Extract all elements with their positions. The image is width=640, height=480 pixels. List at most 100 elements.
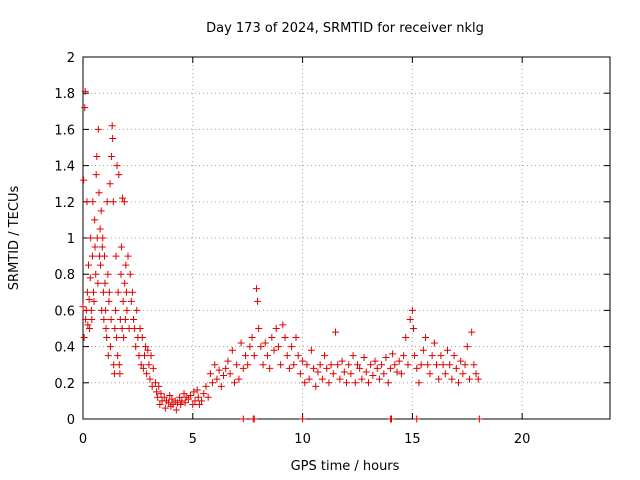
data-point (255, 325, 263, 332)
data-point (334, 361, 342, 369)
data-point (263, 352, 271, 360)
data-point (299, 415, 307, 423)
data-point (103, 198, 111, 206)
data-point (193, 386, 201, 394)
data-point (277, 361, 285, 369)
data-point (127, 297, 135, 305)
data-point (148, 382, 156, 390)
x-axis-label: GPS time / hours (291, 459, 400, 474)
data-point (338, 357, 346, 365)
data-point (111, 306, 119, 314)
data-point (97, 207, 105, 215)
data-point (156, 401, 164, 409)
data-point (380, 370, 388, 378)
data-point (437, 352, 445, 360)
data-point (151, 379, 159, 387)
data-point (86, 325, 94, 332)
data-point (101, 252, 109, 260)
data-point (123, 306, 131, 314)
data-point (143, 370, 151, 378)
data-point (336, 375, 344, 383)
data-point (149, 364, 157, 372)
y-tick-label: 1.2 (54, 196, 75, 211)
data-point (84, 261, 92, 269)
data-point (101, 279, 109, 287)
data-point (113, 162, 121, 170)
data-point (356, 364, 364, 372)
data-point (140, 352, 148, 360)
data-point (474, 375, 482, 383)
data-point (292, 334, 300, 342)
data-point (316, 361, 324, 369)
data-point (136, 325, 144, 332)
data-point (108, 122, 116, 130)
data-point (408, 306, 416, 314)
data-point (172, 406, 180, 414)
data-point (94, 279, 102, 287)
data-point (389, 350, 397, 358)
data-point (433, 361, 441, 369)
data-point (409, 325, 417, 332)
data-point (173, 399, 181, 407)
data-point (386, 364, 394, 372)
data-point (124, 252, 132, 260)
data-point (459, 370, 467, 378)
data-point (166, 391, 174, 399)
data-point (332, 328, 340, 336)
data-point (217, 382, 225, 390)
data-point (90, 288, 98, 296)
data-point (111, 325, 119, 332)
data-point (393, 368, 401, 376)
data-point (257, 343, 265, 351)
data-point (103, 334, 111, 342)
data-point (83, 198, 91, 206)
data-point (82, 315, 90, 323)
data-point (178, 397, 186, 405)
data-point (305, 375, 313, 383)
data-point (472, 370, 480, 378)
data-point (244, 361, 252, 369)
data-point (112, 252, 120, 260)
data-point (107, 315, 115, 323)
data-point (87, 306, 95, 314)
data-point (194, 393, 202, 401)
data-point (426, 370, 434, 378)
data-point (241, 352, 249, 360)
data-point (444, 346, 452, 354)
x-tick-label: 20 (514, 432, 531, 447)
data-point (137, 361, 145, 369)
data-point (301, 379, 309, 387)
data-point (90, 297, 98, 305)
data-point (413, 364, 421, 372)
data-point (461, 361, 469, 369)
data-point (215, 366, 223, 374)
data-point (160, 393, 168, 401)
data-point (155, 382, 163, 390)
data-point (299, 357, 307, 365)
data-point (115, 171, 123, 179)
data-point (93, 153, 101, 161)
y-tick-label: 1.4 (54, 160, 75, 175)
data-point (347, 370, 355, 378)
data-point (102, 325, 110, 332)
data-point (422, 334, 430, 342)
data-point (415, 379, 423, 387)
data-point (114, 288, 122, 296)
data-point (84, 321, 92, 329)
data-point (329, 370, 337, 378)
data-point (439, 361, 447, 369)
data-point (120, 198, 128, 206)
data-point (157, 390, 165, 398)
data-point (105, 297, 113, 305)
y-tick-label: 2 (67, 51, 75, 66)
data-point (226, 370, 234, 378)
data-point (239, 364, 247, 372)
data-point (283, 352, 291, 360)
data-point (189, 401, 197, 409)
data-point (450, 352, 458, 360)
data-point (130, 315, 138, 323)
data-point (132, 343, 140, 351)
data-point (91, 243, 99, 251)
data-point (340, 368, 348, 376)
